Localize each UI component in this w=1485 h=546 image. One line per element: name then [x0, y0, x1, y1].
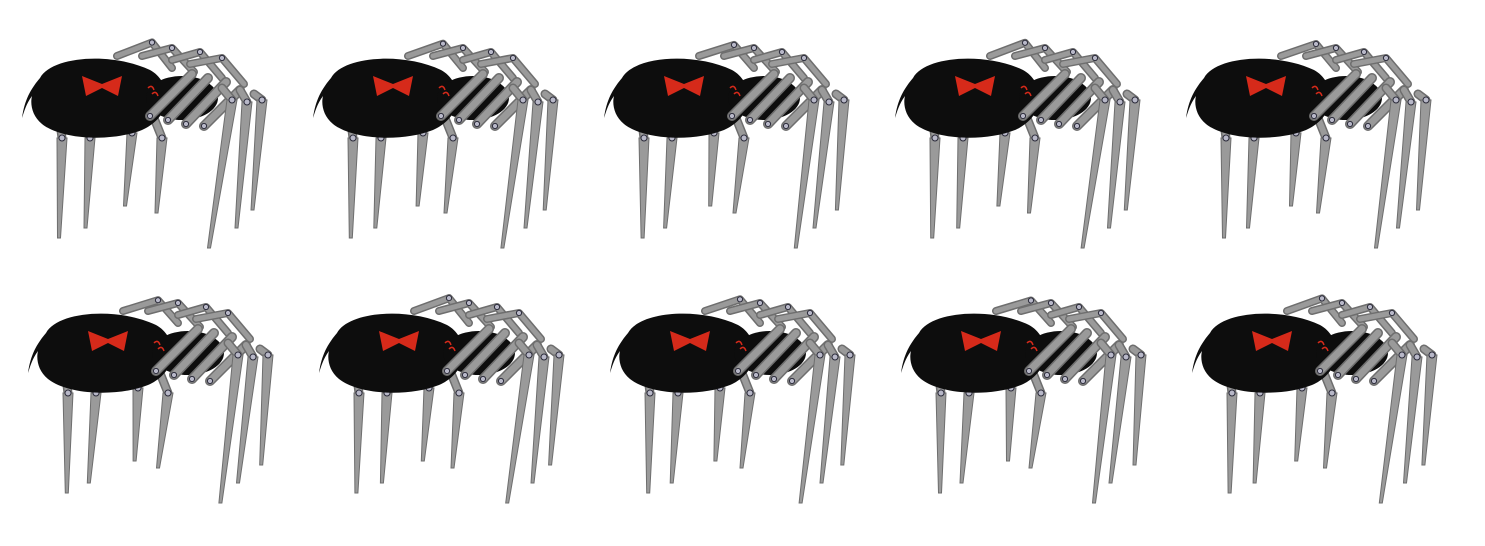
hourglass-marking [379, 331, 419, 351]
spider-leg [523, 85, 544, 229]
spider-abdomen [610, 313, 755, 393]
spider-abdomen [319, 313, 464, 393]
spider-leg [1395, 85, 1417, 229]
spider-leg [1128, 344, 1147, 466]
spider-frame-4 [895, 38, 1141, 249]
spider-leg [1106, 85, 1126, 229]
spider-leg [1378, 338, 1408, 504]
spider-frame-3 [604, 40, 850, 249]
spider-leg [500, 83, 529, 249]
spider-leg [235, 340, 259, 484]
spider-leg [1419, 344, 1438, 466]
hourglass-marking [664, 76, 704, 96]
spider-leg [255, 344, 274, 466]
hourglass-marking [670, 331, 710, 351]
spider-leg [1373, 83, 1402, 249]
spider-leg [1091, 338, 1117, 504]
spider-leg [505, 338, 535, 504]
spider-leg [1413, 89, 1432, 211]
spider-frame-1 [22, 38, 268, 249]
spider-abdomen [22, 58, 167, 138]
spider-abdomen [1192, 313, 1337, 393]
spider-leg [831, 89, 850, 211]
hourglass-marking [955, 76, 995, 96]
spider-leg [798, 338, 826, 504]
spider-leg [249, 89, 268, 211]
spider-leg [837, 344, 856, 466]
hourglass-marking [1252, 331, 1292, 351]
spider-abdomen [1186, 58, 1331, 138]
spider-leg [530, 340, 550, 484]
spider-frame-7 [319, 294, 565, 504]
spider-leg [793, 83, 820, 249]
spider-frame-2 [313, 39, 559, 249]
hourglass-marking [1246, 76, 1286, 96]
spider-abdomen [604, 58, 749, 138]
spider-abdomen [901, 313, 1046, 393]
spider-frame-5 [1186, 40, 1432, 249]
spider-leg [812, 85, 835, 229]
spider-abdomen [313, 58, 458, 138]
spider-leg [819, 340, 841, 484]
spider-abdomen [895, 58, 1040, 138]
spider-leg [206, 83, 238, 249]
spider-leg [1402, 340, 1423, 484]
spider-abdomen [28, 313, 173, 393]
spider-leg [234, 85, 253, 229]
spider-frame-9 [901, 296, 1147, 504]
hourglass-marking [961, 331, 1001, 351]
spider-frame-8 [610, 295, 856, 504]
spider-leg [218, 338, 244, 504]
spider-leg [540, 89, 559, 211]
spider-leg [1122, 89, 1141, 211]
spider-leg [546, 344, 565, 466]
hourglass-marking [82, 76, 122, 96]
spider-frame-10 [1192, 294, 1438, 504]
spider-leg [1108, 340, 1132, 484]
hourglass-marking [373, 76, 413, 96]
hourglass-marking [88, 331, 128, 351]
spider-leg [1080, 83, 1111, 249]
spider-frame-6 [28, 296, 274, 504]
